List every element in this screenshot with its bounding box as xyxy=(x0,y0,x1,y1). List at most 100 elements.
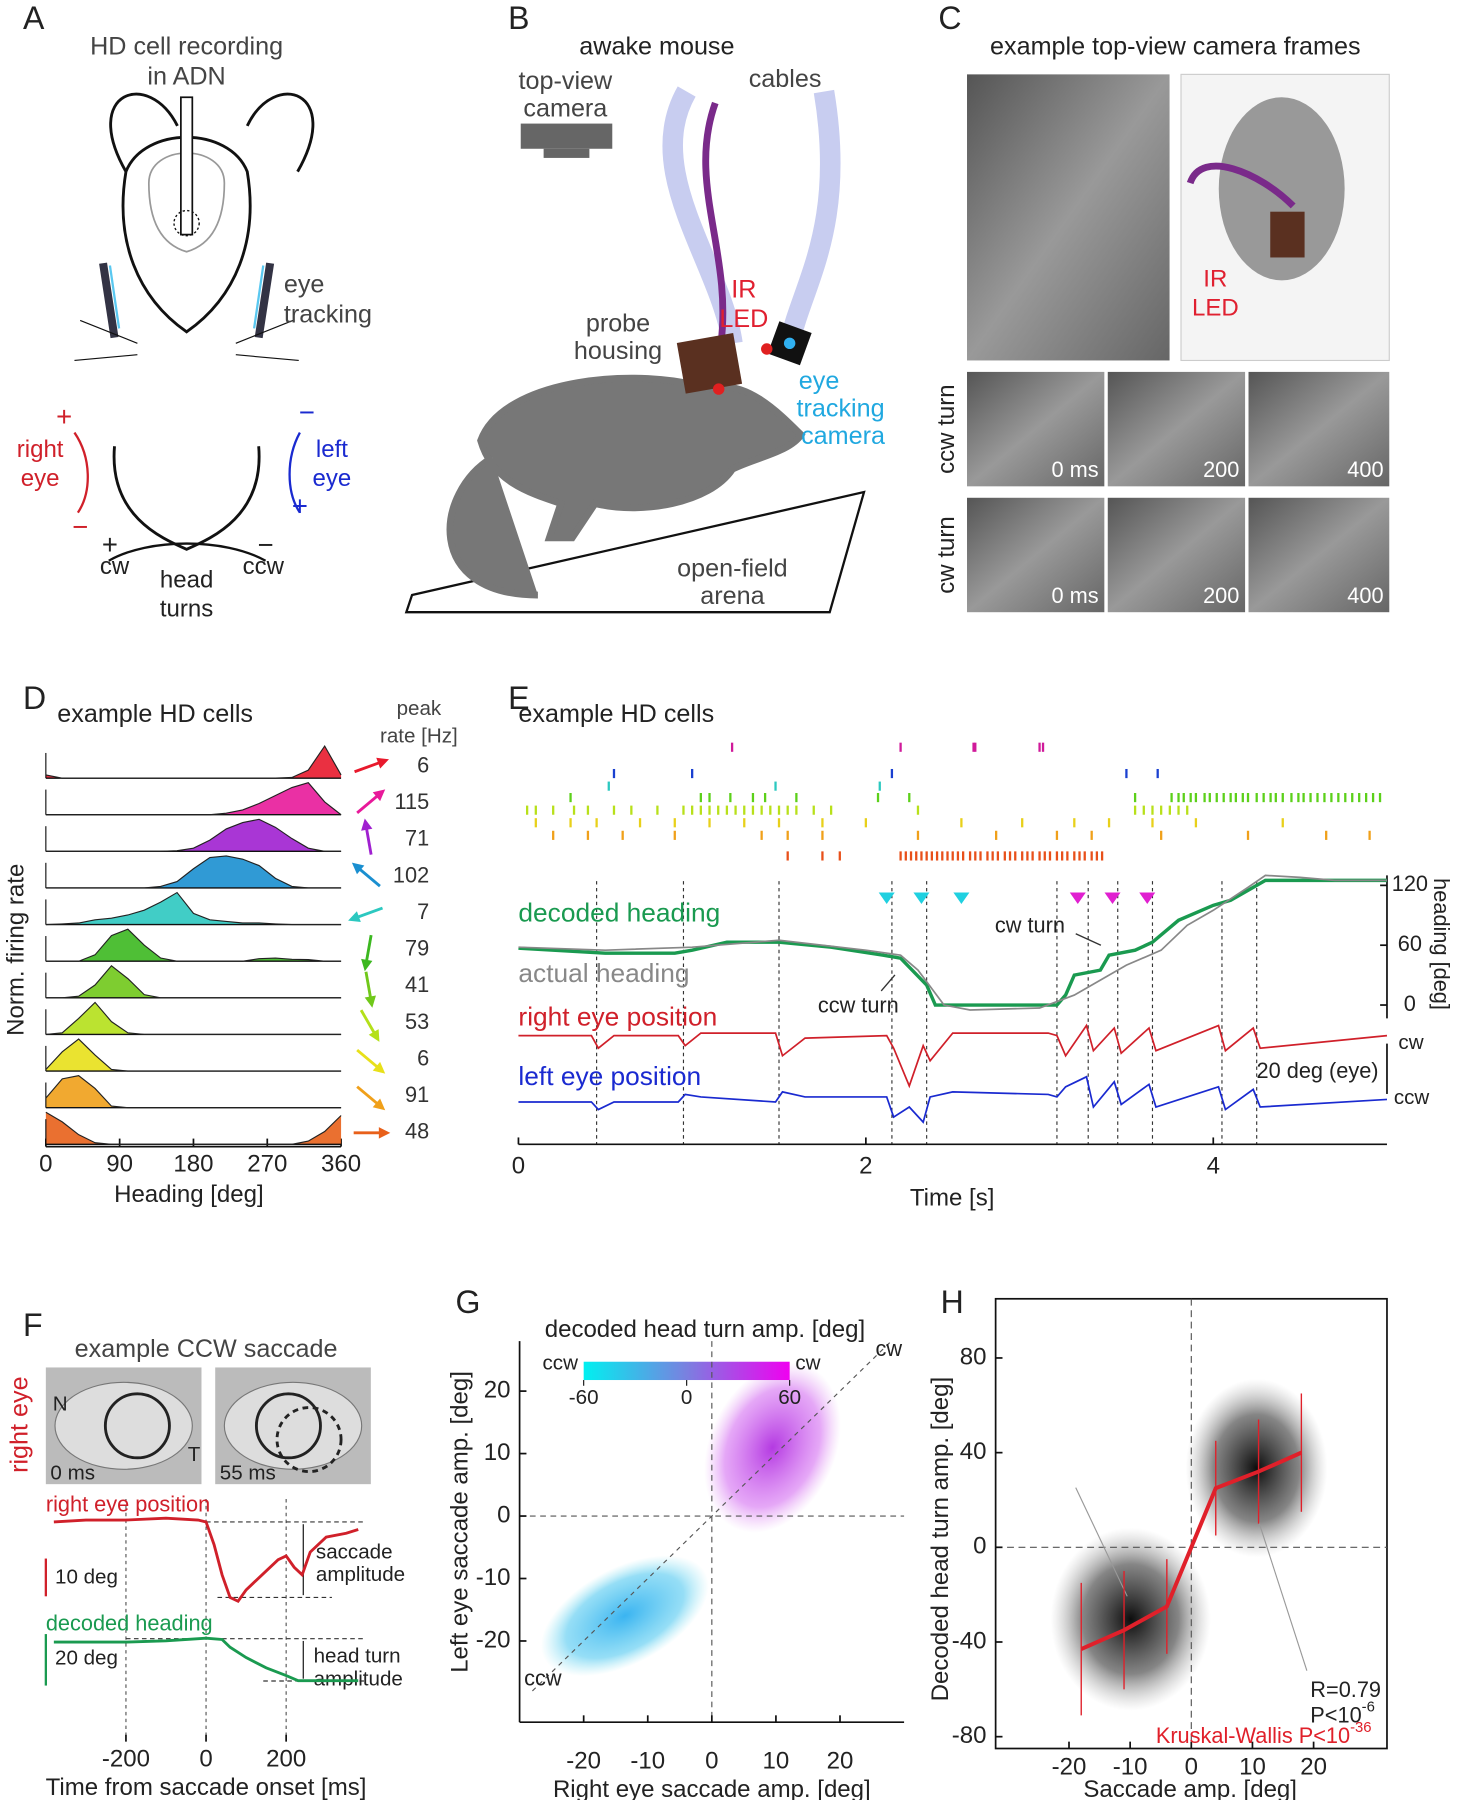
panel-letter: F xyxy=(23,1307,43,1343)
direction-arrow xyxy=(364,971,373,1002)
mouse-setup-drawing xyxy=(404,86,866,614)
arrow-head xyxy=(368,1029,380,1042)
peak-rate: 41 xyxy=(405,972,429,997)
stat-base: P<10 xyxy=(1310,1702,1361,1727)
ridge-fill xyxy=(45,892,342,925)
pointer-line xyxy=(1075,1487,1128,1597)
x-tick-label: -10 xyxy=(1113,1753,1148,1780)
tuning-curve xyxy=(45,1075,342,1109)
series-label: decoded heading xyxy=(518,897,720,927)
y2-tick-label: 60 xyxy=(1398,931,1422,956)
series-label: decoded heading xyxy=(46,1611,213,1636)
label: housing xyxy=(574,337,662,365)
label: ccw xyxy=(1394,1086,1430,1109)
direction-arrow xyxy=(364,825,373,855)
arrow-head xyxy=(372,789,386,802)
tuning-curve xyxy=(45,891,342,926)
label: Time from saccade onset [ms] xyxy=(46,1774,367,1800)
colorbar-tick-label: 0 xyxy=(681,1386,692,1409)
tuning-curve xyxy=(45,928,342,962)
y2-tick-label: 120 xyxy=(1392,871,1428,896)
label: left xyxy=(316,436,348,463)
label: example top-view camera frames xyxy=(990,33,1361,61)
label: − xyxy=(299,396,315,427)
peak-rate: 6 xyxy=(417,752,429,777)
tuning-curve xyxy=(45,818,342,852)
direction-arrow xyxy=(354,760,384,774)
label: amplitude xyxy=(314,1667,403,1690)
y-tick-label: 20 xyxy=(484,1376,511,1403)
label: example HD cells xyxy=(57,700,253,728)
label: + xyxy=(292,490,308,521)
series-line xyxy=(518,1023,1388,1089)
label: ccw turn xyxy=(933,384,960,473)
label: T xyxy=(188,1443,201,1466)
label: − xyxy=(258,529,274,560)
arrow-head xyxy=(361,958,373,972)
label: cables xyxy=(749,65,822,93)
tuning-curve xyxy=(45,745,342,779)
peak-rate: 53 xyxy=(405,1009,429,1034)
y-tick-label: -20 xyxy=(476,1626,511,1653)
label: 10 deg xyxy=(55,1565,118,1588)
label: tracking xyxy=(284,300,372,328)
saccade-marker xyxy=(878,892,895,905)
peak-rate: 7 xyxy=(417,899,429,924)
y-tick-label: -80 xyxy=(952,1722,987,1749)
label: eye xyxy=(313,465,352,492)
tuning-curve xyxy=(45,1111,342,1145)
label: eye xyxy=(799,367,840,395)
ridge-fill xyxy=(45,1039,342,1072)
label: camera xyxy=(523,95,607,123)
x-tick-label: 2 xyxy=(859,1153,872,1180)
label: ccw xyxy=(243,553,285,580)
x-tick-label: 20 xyxy=(827,1748,854,1775)
annotation-arrow xyxy=(880,974,896,992)
label: − xyxy=(72,511,88,542)
camera-frames xyxy=(967,73,1390,613)
stat-exponent: -36 xyxy=(1350,1720,1371,1736)
arrow-head xyxy=(376,757,389,769)
stat-exponent: -6 xyxy=(1362,1699,1375,1715)
label: LED xyxy=(1192,294,1239,321)
series-label: actual heading xyxy=(518,958,689,988)
tuning-curve xyxy=(45,1001,342,1036)
label: Decoded head turn amp. [deg] xyxy=(927,1377,954,1701)
arrow-head xyxy=(364,995,376,1008)
arrow-head xyxy=(351,862,365,875)
label: 20 deg (eye) xyxy=(1257,1058,1379,1083)
colorbar-tick-label: -60 xyxy=(569,1386,599,1409)
label: cw xyxy=(1398,1031,1423,1054)
label: decoded head turn amp. [deg] xyxy=(545,1316,865,1343)
x-tick-label: 20 xyxy=(1300,1753,1327,1780)
peak-rate: 71 xyxy=(405,826,429,851)
label: amplitude xyxy=(316,1563,405,1586)
series-line xyxy=(53,1516,359,1604)
stat-base: Kruskal-Wallis P<10 xyxy=(1156,1723,1350,1748)
ridge-fill xyxy=(45,819,342,852)
label: ccw xyxy=(524,1666,562,1691)
label: 400 xyxy=(1347,457,1383,482)
panel-letter: G xyxy=(456,1284,481,1320)
label: LED xyxy=(719,305,768,333)
saccade-marker xyxy=(913,892,930,905)
x-tick-label: -200 xyxy=(102,1745,150,1772)
stat-text: Kruskal-Wallis P<10-36 xyxy=(1156,1720,1372,1748)
label: cw turn xyxy=(995,913,1065,938)
label: right eye xyxy=(5,1376,33,1473)
label: cw xyxy=(100,553,130,580)
label: Heading [deg] xyxy=(114,1181,264,1208)
y-tick-label: 80 xyxy=(960,1343,987,1370)
x-tick-label: -20 xyxy=(566,1748,601,1775)
label: cw xyxy=(795,1351,820,1374)
label: 20 deg xyxy=(55,1647,118,1670)
x-tick-label: 200 xyxy=(266,1745,306,1772)
peak-rate: 48 xyxy=(405,1119,429,1144)
label: eye xyxy=(284,271,325,299)
label: Saccade amp. [deg] xyxy=(1083,1776,1297,1800)
x-tick-label: 0 xyxy=(199,1745,212,1772)
ridge-fill xyxy=(45,965,342,998)
x-tick-label: 0 xyxy=(705,1748,718,1775)
